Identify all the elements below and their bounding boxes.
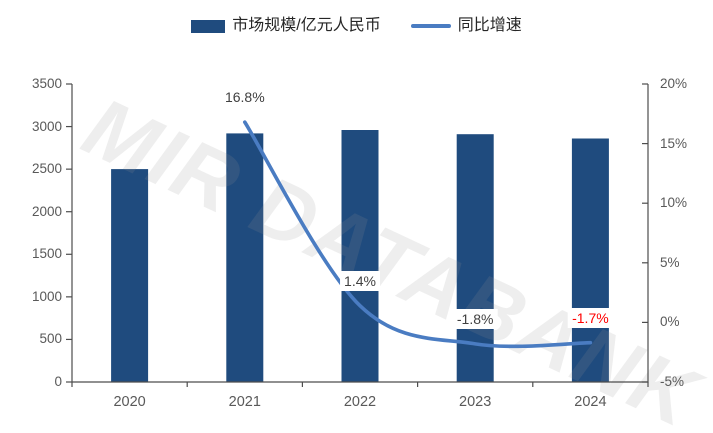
y-left-tick-3000: 3000 [31, 118, 62, 134]
legend-label-market-size: 市场规模/亿元人民币 [232, 17, 381, 34]
axes [66, 83, 649, 387]
data-label-2023: -1.8% [452, 308, 498, 329]
y-left-tick-0: 0 [54, 374, 62, 389]
y-left-tick-3500: 3500 [31, 76, 62, 91]
y-right-tick-5%: 5% [660, 254, 680, 270]
line-series [243, 120, 593, 349]
legend-label-yoy-growth: 同比增速 [457, 17, 522, 34]
bar-2022 [341, 130, 379, 382]
x-tick-2020: 2020 [113, 394, 146, 410]
y-right-tick-0%: 0% [660, 314, 680, 330]
x-tick-2024: 2024 [574, 394, 607, 410]
y-left-tick-2500: 2500 [31, 161, 62, 177]
data-label-2022: 1.4% [340, 270, 380, 291]
y-left-tick-1500: 1500 [31, 246, 62, 262]
bar-2020 [111, 169, 149, 382]
y-right-tick-15%: 15% [660, 135, 688, 151]
yoy-growth-line [243, 120, 593, 349]
legend-item-yoy-growth: 同比增速 [410, 17, 522, 34]
y-right-tick-10%: 10% [660, 195, 688, 211]
axis-lines [71, 84, 649, 383]
legend: 市场规模/亿元人民币 同比增速 [0, 18, 713, 34]
bar-series-swatch-icon [191, 19, 226, 33]
y-left-tick-500: 500 [39, 331, 62, 347]
y-left-tick-2000: 2000 [31, 203, 62, 219]
y-right-tick-20%: 20% [660, 76, 688, 91]
y-left-tick-1000: 1000 [31, 288, 62, 304]
watermark: MIR DATABANK [70, 79, 713, 433]
line-series-swatch-icon [410, 24, 451, 28]
y-right-tick--5%: -5% [660, 374, 685, 389]
bar-2021 [226, 133, 264, 382]
data-label-2021: 16.8% [220, 87, 269, 108]
legend-item-market-size: 市场规模/亿元人民币 [191, 17, 381, 34]
x-tick-2021: 2021 [228, 394, 261, 410]
x-tick-2022: 2022 [343, 394, 377, 410]
data-label-2024: -1.7% [568, 307, 613, 328]
x-tick-2023: 2023 [459, 394, 492, 410]
